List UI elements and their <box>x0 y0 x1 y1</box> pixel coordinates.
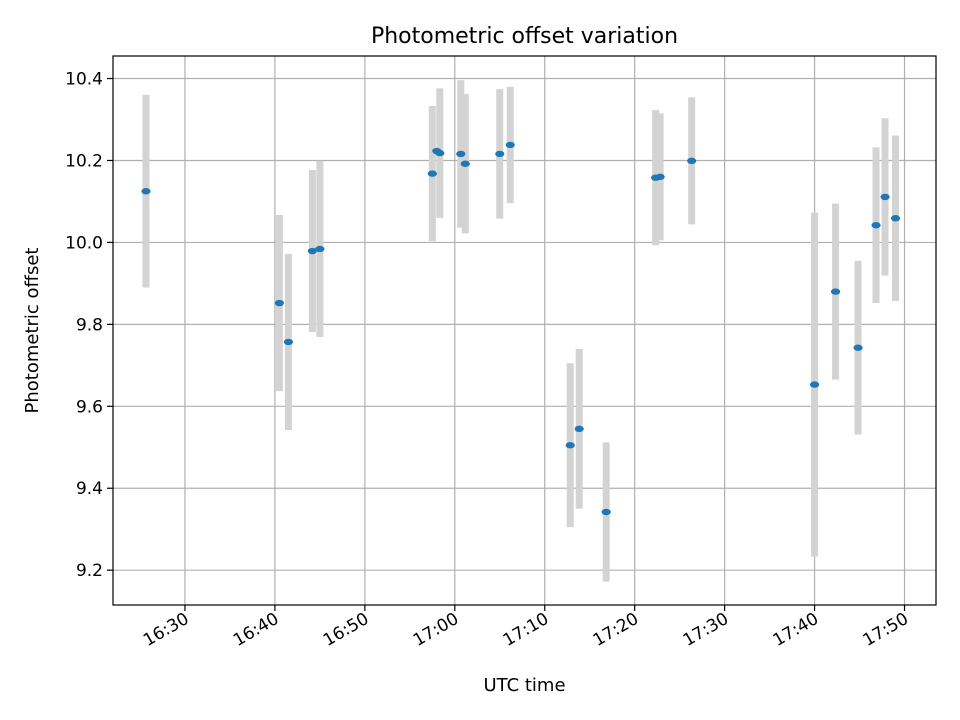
data-point <box>574 425 584 433</box>
y-axis-ticks: 9.2 9.4 9.6 9.8 10.0 10.2 10.4 <box>65 70 113 581</box>
x-tick-label: 17:20 <box>590 609 642 651</box>
x-tick-label: 16:30 <box>140 609 192 651</box>
y-tick-label: 10.2 <box>65 151 103 171</box>
data-point <box>283 338 293 346</box>
y-tick-label: 9.4 <box>76 479 103 499</box>
data-point <box>830 288 841 295</box>
data-point <box>880 193 890 201</box>
y-tick-label: 10.4 <box>65 70 103 90</box>
data-point <box>274 299 284 307</box>
data-point <box>601 508 611 516</box>
data-point <box>495 150 505 158</box>
data-point <box>307 247 317 255</box>
x-axis-ticks: 16:30 16:40 16:50 17:00 17:10 17:20 17:30 17:40… <box>140 605 912 651</box>
grid <box>113 56 936 605</box>
y-tick-label: 9.2 <box>76 561 103 581</box>
y-tick-label: 10.0 <box>65 233 103 253</box>
data-point <box>809 381 820 388</box>
x-axis-label: UTC time <box>483 675 565 696</box>
x-tick-label: 17:40 <box>770 609 822 651</box>
x-tick-label: 16:50 <box>320 609 372 651</box>
data-point <box>565 442 575 449</box>
y-tick-label: 9.8 <box>76 315 103 335</box>
data-point <box>687 157 697 165</box>
data-point <box>505 141 515 149</box>
data-point <box>315 245 325 253</box>
x-tick-label: 17:30 <box>680 609 732 651</box>
data-point <box>853 344 863 351</box>
data-point <box>456 150 466 158</box>
x-tick-label: 17:10 <box>500 609 552 651</box>
data-point <box>871 222 881 229</box>
chart-title: Photometric offset variation <box>371 24 678 49</box>
plot-frame <box>112 55 937 606</box>
data-point <box>427 170 437 177</box>
data-point <box>890 215 901 222</box>
y-tick-label: 9.6 <box>76 397 103 417</box>
y-axis-label: Photometric offset <box>22 248 43 414</box>
x-tick-label: 17:50 <box>860 609 912 651</box>
data-point <box>435 149 445 157</box>
x-tick-label: 17:00 <box>410 609 462 651</box>
x-tick-label: 16:40 <box>230 609 282 651</box>
data-point <box>655 173 665 181</box>
data-point <box>460 160 470 167</box>
data-point <box>141 188 151 195</box>
error-bars <box>142 80 900 582</box>
data-points <box>141 141 901 516</box>
